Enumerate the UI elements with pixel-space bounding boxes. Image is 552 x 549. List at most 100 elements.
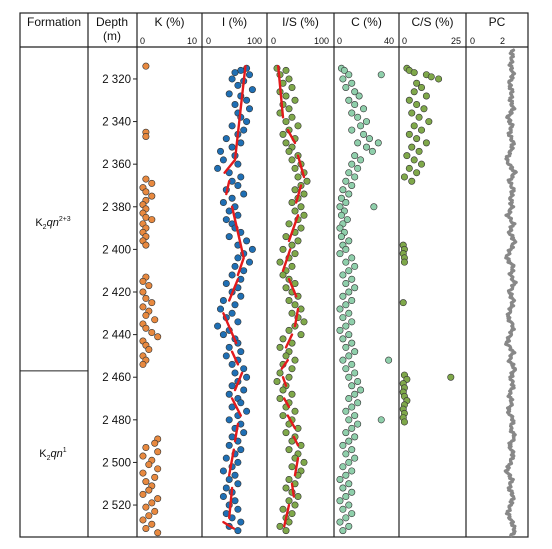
point-c xyxy=(345,190,353,198)
trend-is xyxy=(283,397,291,409)
point-k xyxy=(142,444,150,452)
point-k xyxy=(139,288,147,296)
point-c xyxy=(351,262,359,270)
point-i xyxy=(246,105,254,113)
point-c xyxy=(345,169,353,177)
point-c xyxy=(345,395,353,403)
point-i xyxy=(234,458,242,466)
point-k xyxy=(154,333,162,341)
point-i xyxy=(240,126,248,134)
point-i xyxy=(240,190,248,198)
point-k xyxy=(142,294,150,302)
point-is xyxy=(285,446,293,454)
point-is xyxy=(282,352,290,360)
point-c xyxy=(345,96,353,104)
point-cs xyxy=(400,258,408,266)
point-k xyxy=(142,241,150,249)
point-i xyxy=(225,390,233,398)
point-c xyxy=(342,365,350,373)
point-cs xyxy=(413,135,421,143)
point-c xyxy=(357,122,365,130)
trend-is xyxy=(295,184,303,204)
point-is xyxy=(276,343,284,351)
series-is xyxy=(273,64,311,535)
point-cs xyxy=(413,101,421,109)
point-i xyxy=(231,497,239,505)
trend-is xyxy=(296,154,306,179)
point-i xyxy=(228,309,236,317)
point-c xyxy=(339,484,347,492)
point-i xyxy=(228,382,236,390)
point-i xyxy=(222,484,230,492)
point-k xyxy=(139,490,147,498)
point-c xyxy=(348,297,356,305)
point-is xyxy=(282,527,290,535)
point-is xyxy=(288,113,296,121)
track-min-k: 0 xyxy=(140,36,145,46)
point-is xyxy=(285,75,293,83)
point-c xyxy=(340,66,348,74)
point-is xyxy=(297,224,305,232)
trend-is xyxy=(293,307,300,328)
point-c xyxy=(345,416,353,424)
trend-i xyxy=(227,448,236,477)
point-cs xyxy=(418,160,426,168)
point-c xyxy=(342,493,350,501)
point-c xyxy=(345,437,353,445)
point-i xyxy=(237,518,245,526)
pc-curve xyxy=(503,48,518,538)
point-is xyxy=(294,493,302,501)
point-is xyxy=(288,309,296,317)
point-is xyxy=(294,122,302,130)
point-is xyxy=(288,199,296,207)
point-c xyxy=(339,356,347,364)
point-is xyxy=(300,458,308,466)
point-c xyxy=(362,118,370,126)
point-c xyxy=(348,488,356,496)
point-c xyxy=(345,267,353,275)
point-c xyxy=(345,501,353,509)
point-c xyxy=(339,441,347,449)
point-c xyxy=(345,522,353,530)
point-c xyxy=(348,109,356,117)
depth-tick-label: 2 520 xyxy=(102,500,131,512)
point-i xyxy=(228,360,236,368)
series-k xyxy=(139,62,162,537)
point-c xyxy=(377,416,385,424)
track-min-cs: 0 xyxy=(402,36,407,46)
point-is xyxy=(285,326,293,334)
point-c xyxy=(351,173,359,181)
point-i xyxy=(234,81,242,89)
point-i xyxy=(214,164,222,172)
point-cs xyxy=(410,88,418,96)
point-k xyxy=(139,303,147,311)
point-k xyxy=(142,503,150,511)
point-c xyxy=(339,186,347,194)
point-c xyxy=(357,386,365,394)
point-cs xyxy=(408,109,416,117)
point-i xyxy=(219,331,227,339)
point-is xyxy=(288,390,296,398)
point-is xyxy=(285,497,293,505)
point-i xyxy=(248,245,256,253)
point-c xyxy=(342,83,350,91)
point-k xyxy=(142,188,150,196)
point-i xyxy=(237,399,245,407)
point-k xyxy=(148,216,156,224)
trend-is xyxy=(293,457,300,477)
point-c xyxy=(342,279,350,287)
point-c xyxy=(351,101,359,109)
point-is xyxy=(288,156,296,164)
point-cs xyxy=(420,105,428,113)
point-is xyxy=(273,377,281,385)
point-is xyxy=(285,297,293,305)
trend-i xyxy=(223,64,247,174)
point-i xyxy=(237,66,245,74)
point-c xyxy=(374,139,382,147)
track-title-is: I/S (%) xyxy=(282,15,319,29)
point-is xyxy=(279,386,287,394)
point-i xyxy=(228,194,236,202)
point-i xyxy=(231,262,239,270)
point-c xyxy=(354,377,362,385)
trend-i xyxy=(233,371,244,392)
